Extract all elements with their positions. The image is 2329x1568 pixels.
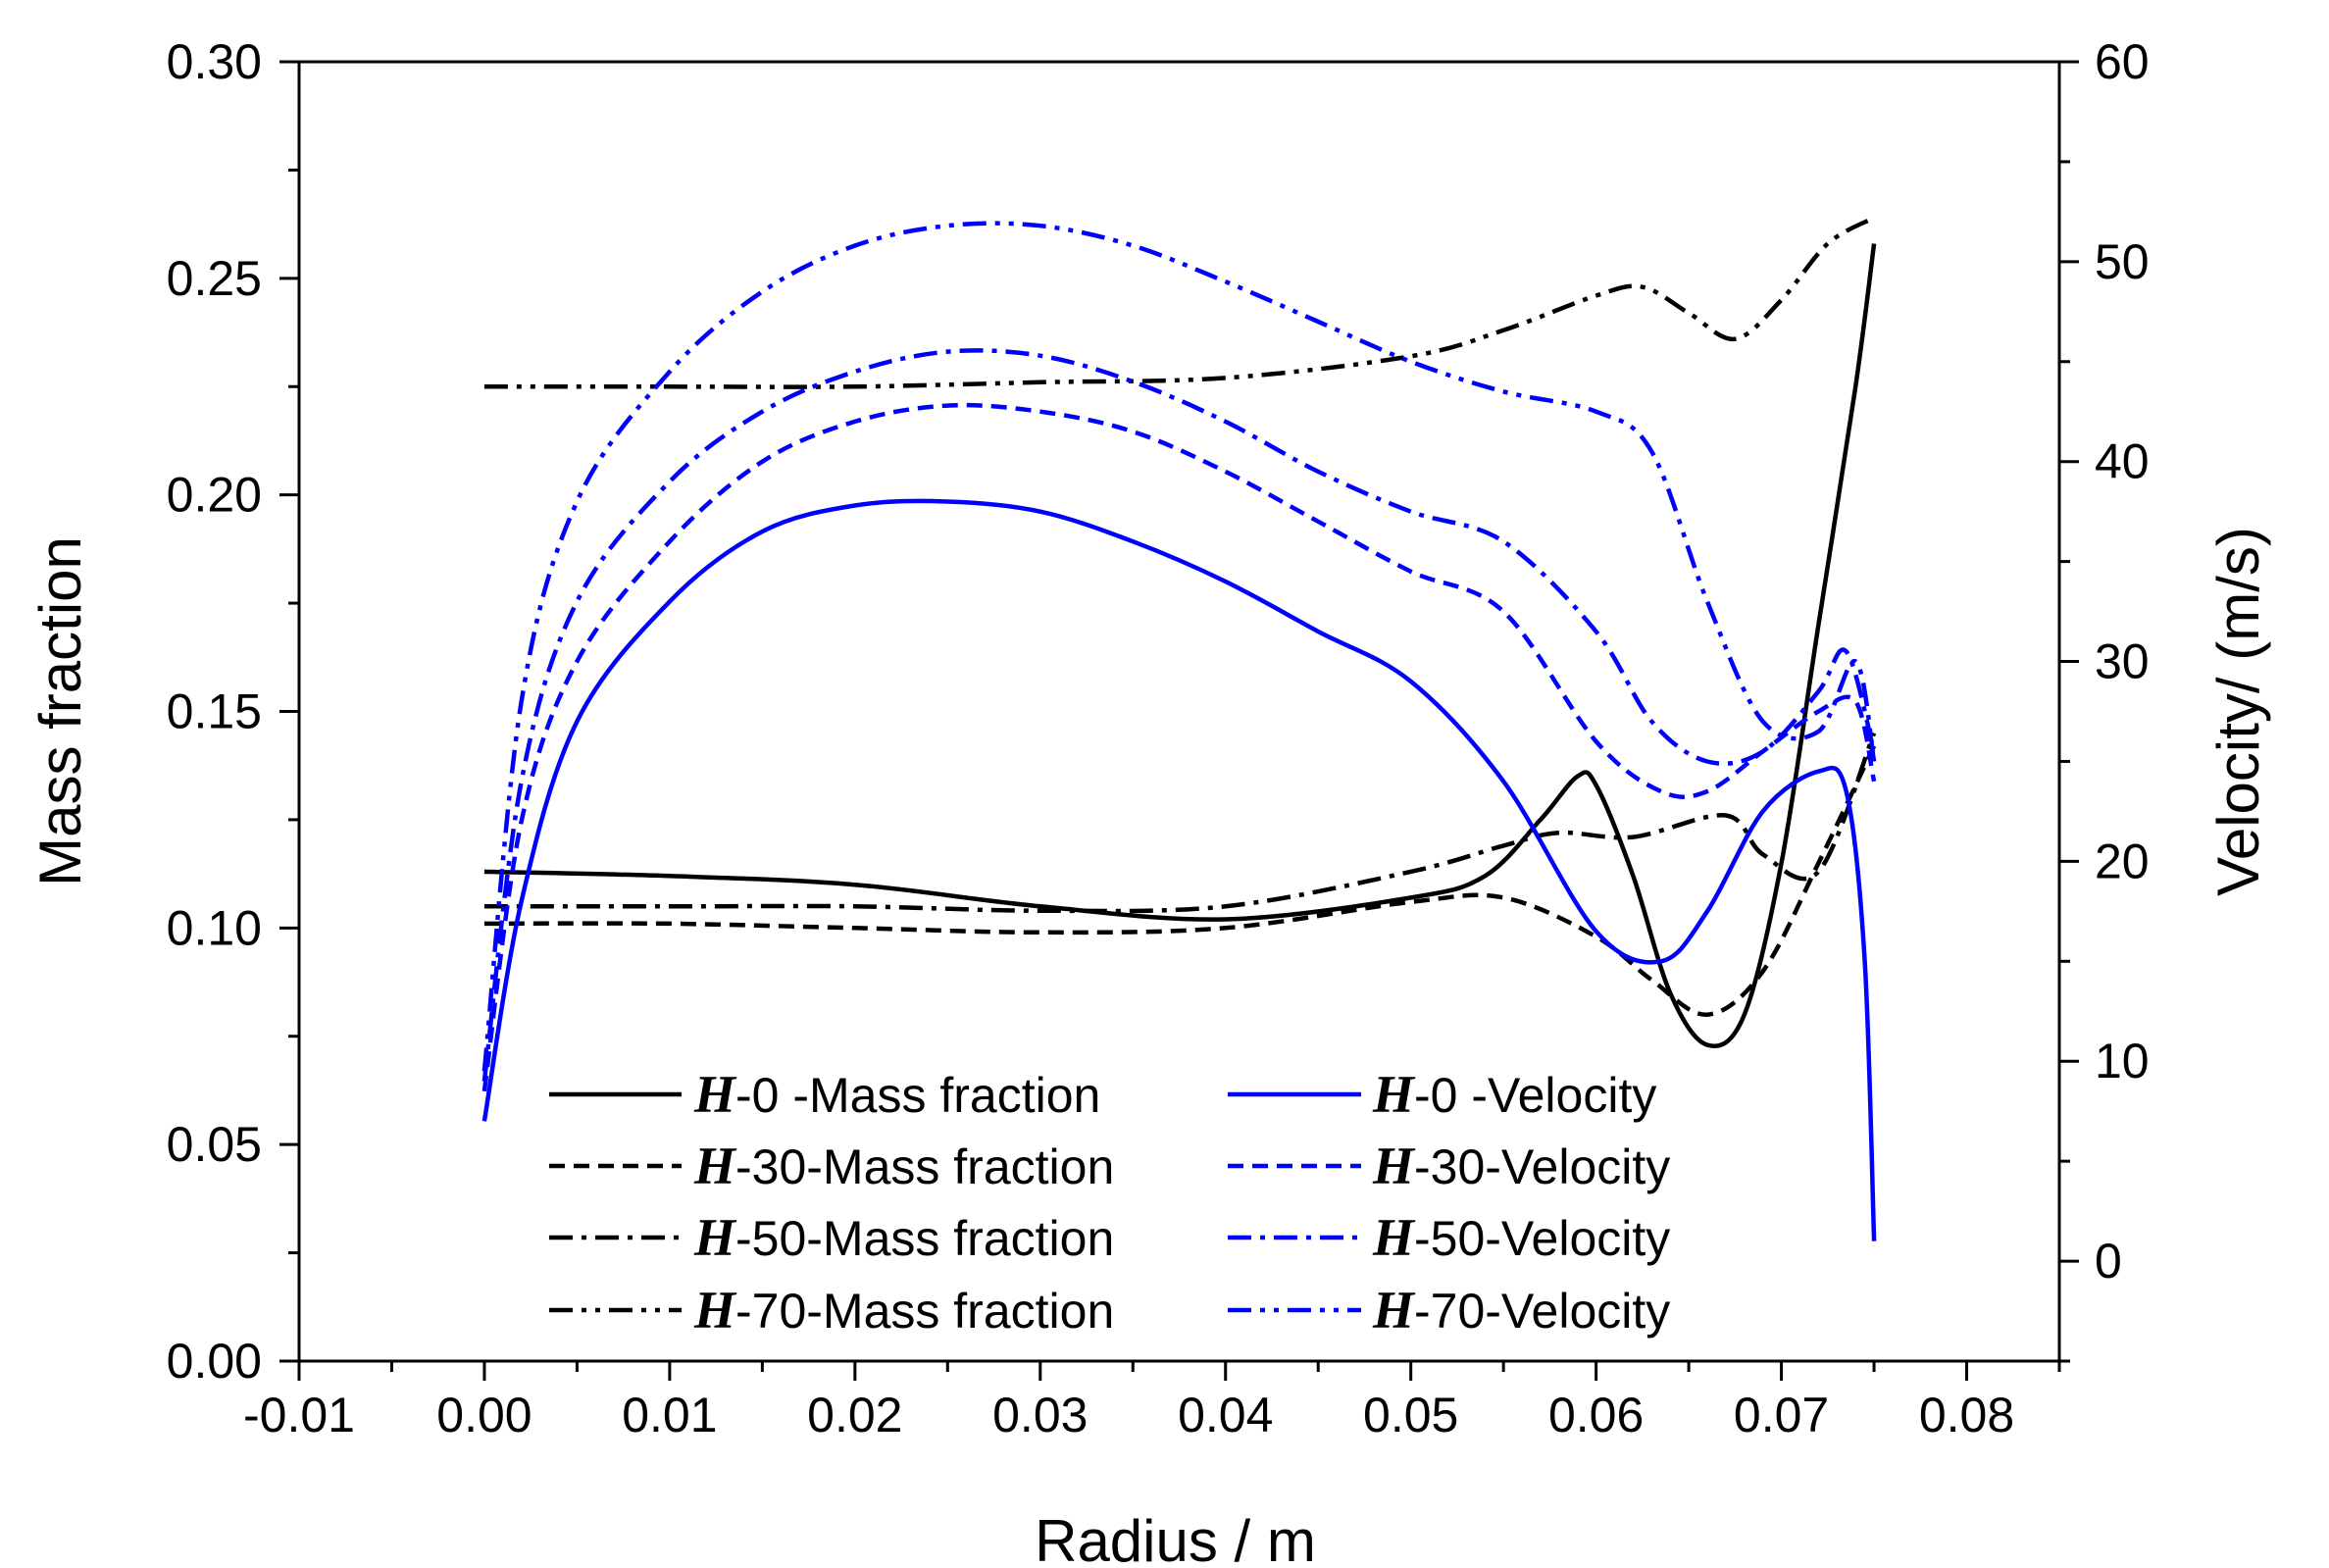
legend-label: H-0 -Mass fraction <box>693 1065 1100 1124</box>
series-group <box>481 216 1877 1241</box>
series-line-h-0-velocity <box>481 498 1877 1241</box>
legend-label-suffix: -70-Velocity <box>1414 1284 1670 1339</box>
legend-label-prefix: H <box>1372 1281 1416 1340</box>
x-axis-title: Radius / m <box>1035 1508 1316 1568</box>
x-tick-label: 0.08 <box>1919 1388 2014 1442</box>
y-right-tick-label: 20 <box>2095 834 2150 888</box>
x-tick-label: 0.06 <box>1548 1388 1644 1442</box>
legend-label-prefix: H <box>1372 1137 1416 1195</box>
y-left-tick-label: 0.10 <box>167 900 262 955</box>
legend-label: H-30-Velocity <box>1372 1137 1670 1195</box>
series-line-h-50-mass-fraction <box>483 732 1877 914</box>
series-line-h-50-velocity <box>481 348 1877 1082</box>
legend-label-suffix: -50-Velocity <box>1414 1211 1670 1266</box>
x-tick-label: 0.01 <box>622 1388 717 1442</box>
y-left-tick-label: 0.30 <box>167 34 262 89</box>
legend-label: H-30-Mass fraction <box>693 1137 1114 1195</box>
legend-label-prefix: H <box>1372 1208 1416 1267</box>
y-right-axis-title: Velocity/ (m/s) <box>2205 527 2271 896</box>
y-left-tick-label: 0.05 <box>167 1117 262 1172</box>
x-tick-label: -0.01 <box>243 1388 355 1442</box>
legend-label-prefix: H <box>693 1137 737 1195</box>
legend-label-prefix: H <box>1372 1065 1416 1124</box>
x-tick-label: 0.07 <box>1734 1388 1829 1442</box>
y-right-tick-label: 50 <box>2095 234 2150 289</box>
legend-label: H-50-Mass fraction <box>693 1208 1114 1267</box>
legend-label: H-50-Velocity <box>1372 1208 1670 1267</box>
y-right-tick-label: 0 <box>2095 1234 2122 1289</box>
y-left-tick-label: 0.25 <box>167 251 262 306</box>
y-right-tick-label: 30 <box>2095 634 2150 689</box>
y-right-tick-label: 40 <box>2095 434 2150 489</box>
y-left-axis-title: Mass fraction <box>27 536 93 886</box>
legend-label-suffix: -30-Velocity <box>1414 1139 1670 1194</box>
axes: -0.01 0.00 0.01 0.02 0.03 0.04 0.05 0.06 0.07 0.0… <box>27 34 2271 1568</box>
legend-label-prefix: H <box>693 1281 737 1340</box>
legend-label-suffix: -0 -Mass fraction <box>735 1068 1100 1123</box>
series-line-h-70-velocity <box>481 221 1877 1072</box>
legend-label: H-70-Velocity <box>1372 1281 1670 1340</box>
legend-label-suffix: -30-Mass fraction <box>735 1139 1114 1194</box>
series-line-h-30-velocity <box>481 402 1877 1092</box>
y-left-tick-label: 0.15 <box>167 684 262 739</box>
x-tick-label: 0.05 <box>1363 1388 1458 1442</box>
legend-label-prefix: H <box>693 1208 737 1267</box>
y-right-tick-label: 10 <box>2095 1034 2150 1088</box>
y-left-tick-label: 0.00 <box>167 1334 262 1389</box>
y-left-tick-label: 0.20 <box>167 468 262 523</box>
series-line-h-70-mass-fraction <box>483 216 1876 389</box>
y-right-tick-label: 60 <box>2095 34 2150 89</box>
legend-label-suffix: -0 -Velocity <box>1414 1068 1656 1123</box>
legend-label: H-70-Mass fraction <box>693 1281 1114 1340</box>
x-tick-label: 0.04 <box>1178 1388 1273 1442</box>
x-tick-label: 0.02 <box>807 1388 902 1442</box>
legend-label: H-0 -Velocity <box>1372 1065 1656 1124</box>
x-tick-label: 0.00 <box>436 1388 532 1442</box>
x-tick-label: 0.03 <box>992 1388 1088 1442</box>
legend-label-suffix: -50-Mass fraction <box>735 1211 1114 1266</box>
series-line-h-30-mass-fraction <box>483 744 1877 1017</box>
legend-label-suffix: -70-Mass fraction <box>735 1284 1114 1339</box>
legend-label-prefix: H <box>693 1065 737 1124</box>
